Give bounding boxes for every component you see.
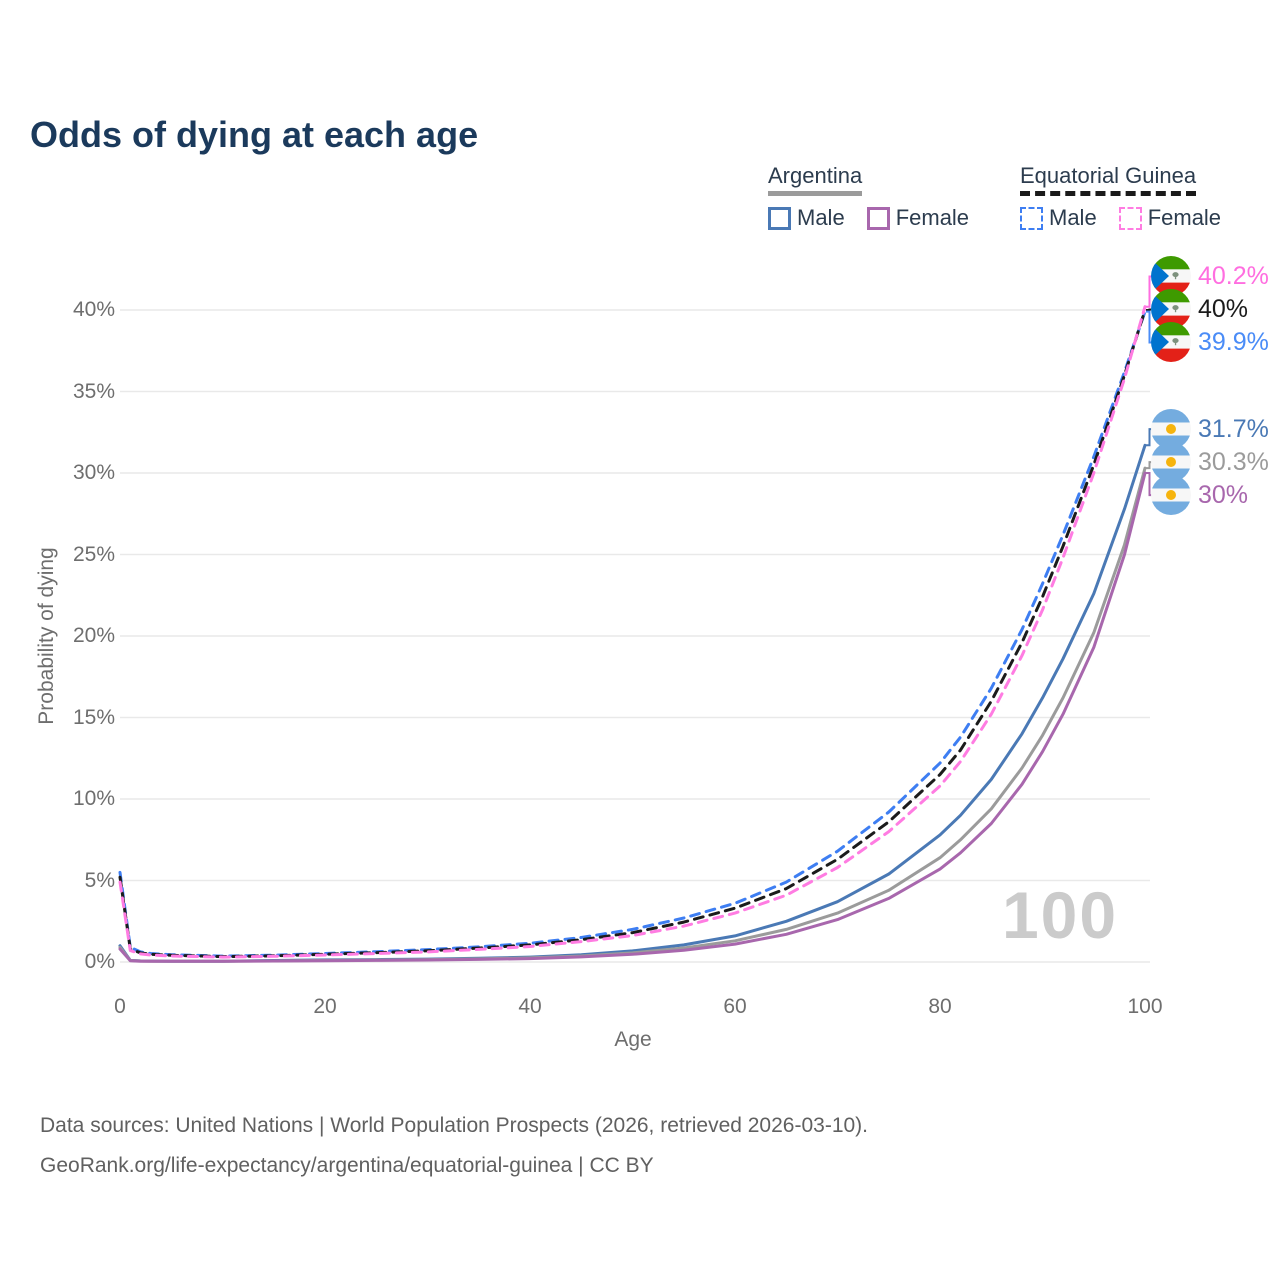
argentina-male-swatch-icon [768,206,791,230]
end-label-gq-male: 39.9% [1151,322,1269,363]
series-line-ar-female[interactable] [118,471,1147,963]
footer-data-sources: Data sources: United Nations | World Pop… [40,1114,869,1137]
y-tick-label: 35% [72,379,115,403]
y-tick-label: 20% [72,624,115,647]
y-tick-label: 0% [84,950,115,973]
legend-label: Male [797,205,845,231]
y-tick-label: 10% [72,787,115,810]
x-tick-label: 100 [1127,995,1163,1018]
x-tick-label: 60 [723,995,747,1018]
end-label-value: 30.3% [1198,447,1269,476]
legend-entry-eq-guinea-female[interactable]: Female [1118,205,1222,231]
end-label-value: 30% [1198,480,1249,509]
eq-guinea-female-swatch-icon [1118,206,1142,230]
y-tick-label: 15% [72,705,115,729]
end-label-ar-female: 30% [1151,475,1249,516]
end-label-value: 31.7% [1198,414,1269,443]
series-line-gq-both[interactable] [118,308,1147,959]
x-tick-label: 0 [114,995,126,1018]
y-tick-label: 30% [72,461,115,484]
legend-label: Female [1147,205,1222,231]
legend-entry-eq-guinea-male[interactable]: Male [1020,205,1097,231]
legend-group-equatorial-guinea: Equatorial Guinea Male Female [1020,163,1221,231]
end-label-value: 40.2% [1198,261,1269,290]
end-label-gq-female: 40.2% [1151,256,1269,297]
x-tick-label: 80 [928,995,952,1018]
legend-group-argentina: Argentina Male Female [768,163,969,231]
legend-label: Female [895,205,970,231]
legend-title-argentina[interactable]: Argentina [768,163,863,197]
series-line-gq-male[interactable] [118,310,1147,958]
end-label-value: 40% [1198,294,1249,323]
legend-title-equatorial-guinea[interactable]: Equatorial Guinea [1020,163,1197,197]
footer-attribution: Data sources: United Nations | World Pop… [40,1106,868,1187]
legend-label: Male [1049,205,1097,231]
y-tick-label: 5% [84,868,115,892]
argentina-flag-icon [1151,475,1191,516]
equatorial-guinea-flag-icon [1151,322,1191,363]
footer-source-url: GeoRank.org/life-expectancy/argentina/eq… [40,1154,654,1178]
page-title: Odds of dying at each age [30,114,479,156]
end-label-ar-male: 31.7% [1151,409,1269,450]
end-label-value: 39.9% [1198,327,1269,356]
x-tick-label: 40 [518,995,542,1018]
x-axis-title: Age [614,1028,652,1051]
age-cursor-watermark: 100 [1001,878,1119,952]
series-line-gq-female[interactable] [118,305,1147,959]
x-tick-label: 20 [313,995,337,1018]
eq-guinea-male-swatch-icon [1020,206,1043,230]
argentina-female-swatch-icon [866,206,890,230]
y-tick-label: 40% [72,298,115,321]
y-tick-label: 25% [72,542,115,566]
series-line-ar-both[interactable] [118,466,1147,963]
legend-entry-argentina-male[interactable]: Male [768,205,845,231]
series-line-ar-male[interactable] [118,443,1147,963]
legend-entry-argentina-female[interactable]: Female [866,205,970,231]
